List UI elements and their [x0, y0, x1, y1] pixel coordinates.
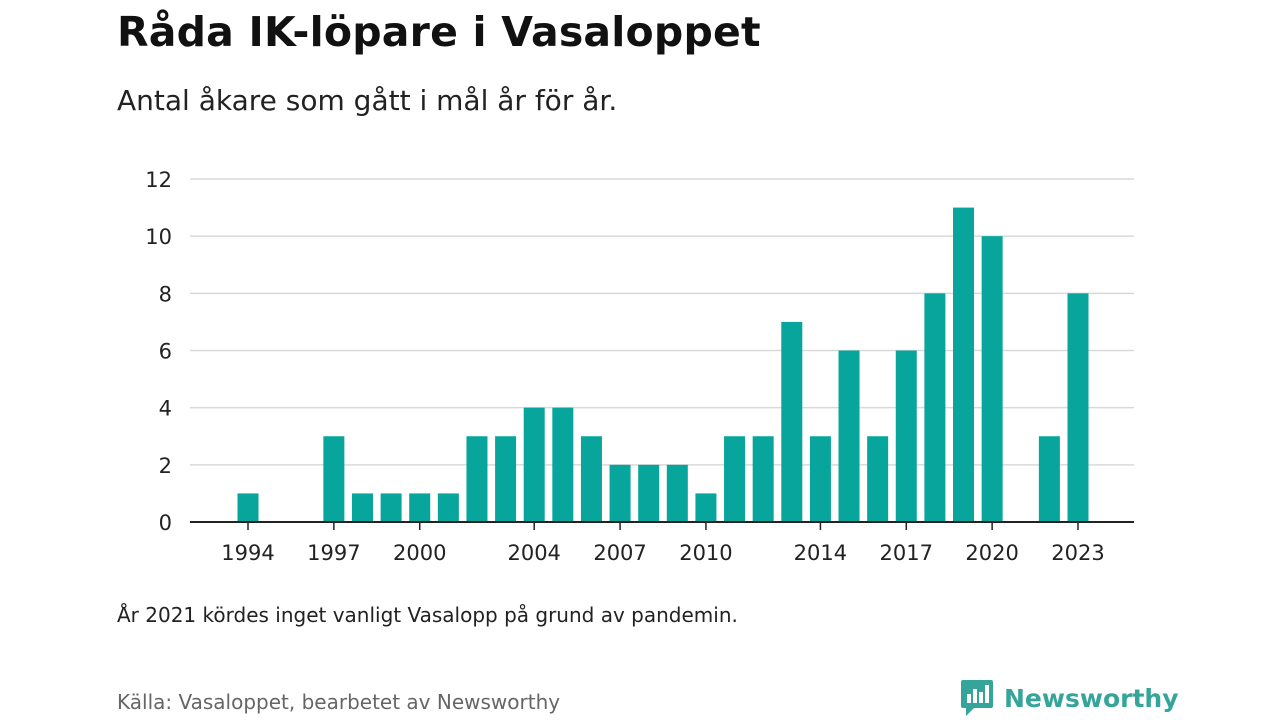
bar — [351, 493, 373, 522]
y-tick-label: 2 — [159, 454, 172, 478]
x-tick-label: 2004 — [507, 541, 560, 565]
brand-name: Newsworthy — [1004, 683, 1179, 713]
y-tick-label: 0 — [159, 511, 172, 535]
bar — [609, 464, 631, 522]
y-tick-label: 4 — [159, 397, 172, 421]
bar — [1038, 436, 1060, 522]
bar — [695, 493, 717, 522]
x-tick-label: 2007 — [593, 541, 646, 565]
bar — [409, 493, 431, 522]
bar — [437, 493, 459, 522]
bar — [638, 464, 660, 522]
bar — [380, 493, 402, 522]
x-tick-label: 2014 — [794, 541, 847, 565]
bar — [666, 464, 688, 522]
y-tick-label: 12 — [145, 168, 172, 192]
x-tick-label: 2017 — [880, 541, 933, 565]
y-tick-label: 8 — [159, 282, 172, 306]
bar — [781, 321, 803, 522]
source-text: Källa: Vasaloppet, bearbetet av Newswort… — [117, 690, 561, 714]
bar — [838, 350, 860, 522]
gridlines — [190, 178, 1134, 466]
bar — [809, 436, 831, 522]
bar — [752, 436, 774, 522]
y-tick-label: 6 — [159, 340, 172, 364]
bar — [495, 436, 517, 522]
chart-title: Råda IK-löpare i Vasaloppet — [117, 8, 761, 56]
bar-chart: 0 2 4 6 8 10 12 1994 1997 2000 2004 2007 2010 2014 201… — [145, 168, 1134, 565]
bars — [237, 207, 1089, 523]
bar — [1067, 293, 1089, 522]
bar — [867, 436, 889, 522]
bar — [981, 236, 1003, 522]
bar — [523, 407, 545, 522]
x-tick-label: 2000 — [393, 541, 446, 565]
bar — [724, 436, 746, 522]
bar — [323, 436, 345, 522]
x-tick-label: 1997 — [307, 541, 360, 565]
bar — [895, 350, 917, 522]
x-tick-label: 2023 — [1051, 541, 1104, 565]
x-tick-label: 2020 — [965, 541, 1018, 565]
axes: 0 2 4 6 8 10 12 1994 1997 2000 2004 2007 2010 2014 201… — [145, 168, 1134, 565]
x-tick-label: 1994 — [221, 541, 274, 565]
brand-logo: Newsworthy — [960, 678, 1179, 718]
y-tick-label: 10 — [145, 225, 172, 249]
bar — [580, 436, 602, 522]
chart-subtitle: Antal åkare som gått i mål år för år. — [117, 84, 618, 117]
bar — [466, 436, 488, 522]
bar — [924, 293, 946, 522]
bar — [552, 407, 574, 522]
bar — [953, 207, 975, 523]
newsworthy-logo-icon — [961, 680, 993, 716]
bar — [237, 493, 259, 522]
x-tick-label: 2010 — [679, 541, 732, 565]
footnote: År 2021 kördes inget vanligt Vasalopp på… — [117, 603, 738, 627]
